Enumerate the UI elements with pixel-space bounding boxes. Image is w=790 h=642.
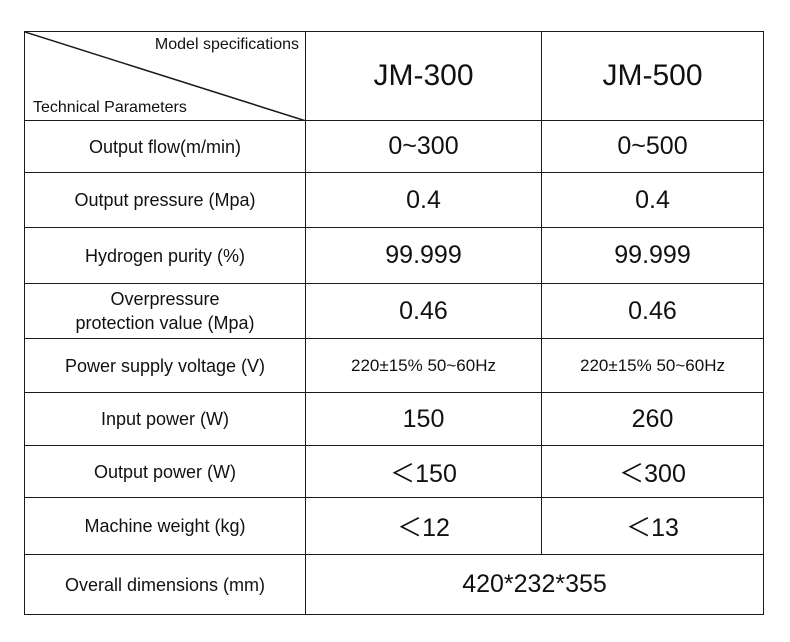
model-header-2: JM-500 bbox=[541, 31, 764, 121]
table-row: Machine weight (kg) ＜12 ＜13 bbox=[24, 497, 764, 555]
value-jm500: 220±15% 50~60Hz bbox=[541, 338, 764, 393]
value-jm500: 99.999 bbox=[541, 227, 764, 284]
param-label: Overall dimensions (mm) bbox=[24, 554, 306, 615]
param-label: Output flow(m/min) bbox=[24, 120, 306, 173]
value-jm300: 0~300 bbox=[305, 120, 542, 173]
table-row: Input power (W) 150 260 bbox=[24, 392, 764, 446]
corner-label-model-specifications: Model specifications bbox=[154, 36, 299, 53]
value-jm500: ＜300 bbox=[541, 445, 764, 498]
param-label: Input power (W) bbox=[24, 392, 306, 446]
table-row: Hydrogen purity (%) 99.999 99.999 bbox=[24, 227, 764, 284]
param-label: Overpressure protection value (Mpa) bbox=[24, 283, 306, 339]
model-header-1: JM-300 bbox=[305, 31, 542, 121]
value-jm500: ＜13 bbox=[541, 497, 764, 555]
value-jm500: 0.4 bbox=[541, 172, 764, 228]
table-row: Output power (W) ＜150 ＜300 bbox=[24, 445, 764, 498]
table-row: Power supply voltage (V) 220±15% 50~60Hz… bbox=[24, 338, 764, 393]
table-row: Overpressure protection value (Mpa) 0.46… bbox=[24, 283, 764, 339]
value-jm300: 220±15% 50~60Hz bbox=[305, 338, 542, 393]
value-jm300: ＜12 bbox=[305, 497, 542, 555]
param-label-line-1: Overpressure bbox=[110, 289, 220, 309]
corner-label-technical-parameters: Technical Parameters bbox=[33, 99, 187, 116]
corner-header-cell: Model specifications Technical Parameter… bbox=[24, 31, 306, 121]
table-row: Output pressure (Mpa) 0.4 0.4 bbox=[24, 172, 764, 228]
param-label: Machine weight (kg) bbox=[24, 497, 306, 555]
table-row: Overall dimensions (mm) 420*232*355 bbox=[24, 554, 764, 615]
value-jm500: 0~500 bbox=[541, 120, 764, 173]
param-label: Output power (W) bbox=[24, 445, 306, 498]
value-jm300: 0.4 bbox=[305, 172, 542, 228]
value-jm500: 0.46 bbox=[541, 283, 764, 339]
value-jm300: 0.46 bbox=[305, 283, 542, 339]
param-label: Power supply voltage (V) bbox=[24, 338, 306, 393]
diagonal-divider bbox=[25, 32, 304, 120]
value-jm300: 99.999 bbox=[305, 227, 542, 284]
param-label: Output pressure (Mpa) bbox=[24, 172, 306, 228]
value-merged: 420*232*355 bbox=[305, 554, 764, 615]
spec-table: Model specifications Technical Parameter… bbox=[24, 31, 764, 615]
param-label-line-2: protection value (Mpa) bbox=[75, 313, 255, 333]
header-row: Model specifications Technical Parameter… bbox=[24, 31, 764, 121]
value-jm300: ＜150 bbox=[305, 445, 542, 498]
param-label: Hydrogen purity (%) bbox=[24, 227, 306, 284]
value-jm300: 150 bbox=[305, 392, 542, 446]
value-jm500: 260 bbox=[541, 392, 764, 446]
table-row: Output flow(m/min) 0~300 0~500 bbox=[24, 120, 764, 173]
